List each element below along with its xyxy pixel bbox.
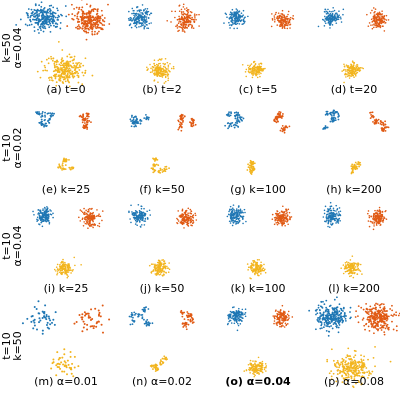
panel-caption: (p) α=0.08 — [324, 375, 384, 388]
row-label-line: k=50 — [11, 331, 24, 361]
scatter-panel — [129, 306, 195, 372]
scatter-panel — [128, 3, 200, 83]
scatter-panel — [224, 111, 290, 175]
panel-caption: (f) k=50 — [139, 183, 185, 196]
scatter-panel — [223, 8, 294, 78]
scatter-panel — [15, 0, 110, 87]
row-label-line: α=0.04 — [11, 28, 24, 69]
panel-caption: (m) α=0.01 — [34, 375, 98, 388]
panel-caption: (n) α=0.02 — [132, 375, 192, 388]
panel-caption: (h) k=200 — [326, 183, 382, 196]
panel-caption: (i) k=25 — [44, 282, 89, 295]
row-label-line: α=0.04 — [11, 226, 24, 267]
panel-caption: (d) t=20 — [331, 83, 378, 96]
scatter-panel — [322, 110, 389, 175]
row-label: k=50α=0.04 — [0, 28, 24, 69]
row-label: t=10k=50 — [0, 331, 24, 361]
panel-caption: (k) k=100 — [230, 282, 285, 295]
panel-caption: (e) k=25 — [42, 183, 90, 196]
panel-caption: (l) k=200 — [328, 282, 380, 295]
row-label: t=10α=0.04 — [0, 226, 24, 267]
scatter-panel — [22, 300, 110, 377]
scatter-panel — [318, 7, 390, 83]
panel-caption: (b) t=2 — [142, 83, 182, 96]
scatter-panel — [323, 202, 388, 278]
scatter-panel — [227, 305, 293, 378]
panel-caption: (c) t=5 — [239, 83, 278, 96]
row-label-line: α=0.02 — [11, 128, 24, 169]
scatter-panel — [128, 204, 197, 277]
panel-caption: (g) k=100 — [230, 183, 286, 196]
scatter-panel — [129, 114, 196, 174]
panel-caption: (a) t=0 — [46, 83, 85, 96]
panel-caption: (o) α=0.04 — [225, 375, 291, 388]
scatter-panel — [227, 204, 293, 279]
panel-caption: (j) k=50 — [140, 282, 185, 295]
row-label: t=10α=0.02 — [0, 128, 24, 169]
scatter-panel — [32, 206, 103, 278]
scatter-panel — [35, 111, 92, 171]
